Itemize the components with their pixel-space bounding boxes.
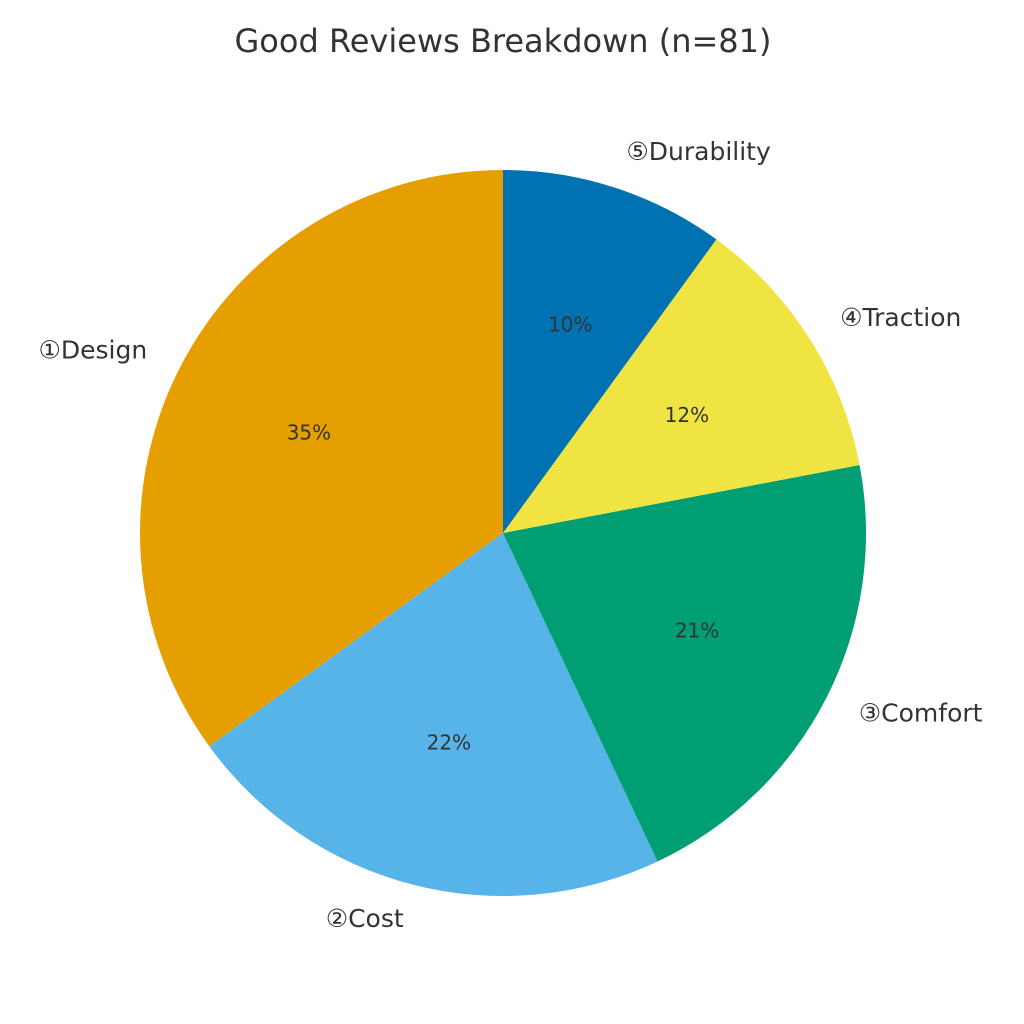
chart-title: Good Reviews Breakdown (n=81) <box>235 22 772 60</box>
percent-label: 10% <box>548 312 592 336</box>
pie-slice <box>503 239 860 533</box>
pie-slice <box>209 533 658 896</box>
percent-label: 35% <box>287 421 331 445</box>
slice-label: ①Design <box>38 336 147 365</box>
percent-label: 12% <box>665 403 709 427</box>
pie-slice <box>503 464 866 862</box>
percent-label: 21% <box>675 618 719 642</box>
percent-label: 22% <box>427 730 471 754</box>
slice-label: ④Traction <box>840 303 961 332</box>
slice-label: ③Comfort <box>859 698 983 727</box>
slice-label: ②Cost <box>326 904 404 933</box>
pie-slice <box>140 170 503 747</box>
pie-slice <box>503 170 717 533</box>
slice-label: ⑤Durability <box>626 137 771 166</box>
